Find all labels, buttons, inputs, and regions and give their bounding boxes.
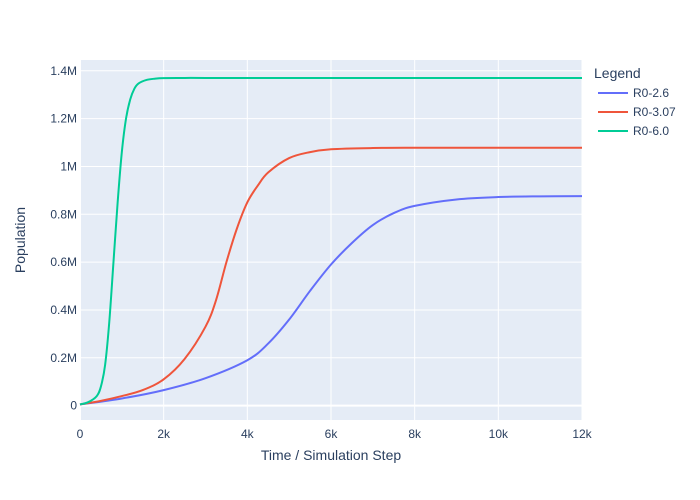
y-tick-label: 1.4M bbox=[50, 64, 77, 78]
x-tick-label: 2k bbox=[157, 427, 171, 441]
gridlines bbox=[79, 60, 583, 420]
x-tick-label: 0 bbox=[77, 427, 84, 441]
legend-label-R0-2.6[interactable]: R0-2.6 bbox=[633, 86, 669, 100]
y-axis-ticks: 0 0.2M 0.4M 0.6M 0.8M 1M 1.2M 1.4M bbox=[50, 64, 77, 413]
x-tick-label: 6k bbox=[325, 427, 339, 441]
y-tick-label: 0.6M bbox=[50, 255, 77, 269]
series-line-R0-2.6 bbox=[79, 195, 583, 406]
legend-label-R0-3.07[interactable]: R0-3.07 bbox=[633, 105, 676, 119]
y-axis-title: Population bbox=[12, 207, 28, 273]
x-tick-label: 12k bbox=[572, 427, 592, 441]
y-tick-label: 0.2M bbox=[50, 351, 77, 365]
y-tick-label: 0 bbox=[70, 399, 77, 413]
x-axis-title: Time / Simulation Step bbox=[261, 447, 402, 463]
legend: Legend R0-2.6 R0-3.07 R0-6.0 bbox=[594, 65, 676, 138]
series-layer bbox=[79, 76, 583, 406]
series-line-R0-3.07 bbox=[79, 146, 582, 406]
x-axis-ticks: 0 2k 4k 6k 8k 10k 12k bbox=[77, 427, 593, 441]
x-tick-label: 4k bbox=[241, 427, 255, 441]
y-tick-label: 0.4M bbox=[50, 303, 77, 317]
series-line-R0-6.0 bbox=[79, 76, 582, 406]
y-tick-label: 0.8M bbox=[50, 207, 77, 221]
legend-label-R0-6.0[interactable]: R0-6.0 bbox=[633, 124, 669, 138]
y-tick-label: 1M bbox=[60, 159, 77, 173]
x-tick-label: 8k bbox=[408, 427, 422, 441]
x-tick-label: 10k bbox=[489, 427, 509, 441]
legend-title: Legend bbox=[594, 65, 641, 81]
y-tick-label: 1.2M bbox=[50, 112, 77, 126]
